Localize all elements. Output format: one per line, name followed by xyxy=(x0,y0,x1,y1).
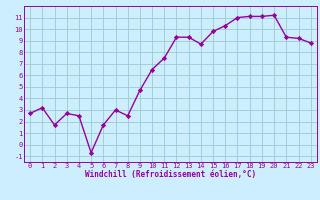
X-axis label: Windchill (Refroidissement éolien,°C): Windchill (Refroidissement éolien,°C) xyxy=(85,170,256,180)
